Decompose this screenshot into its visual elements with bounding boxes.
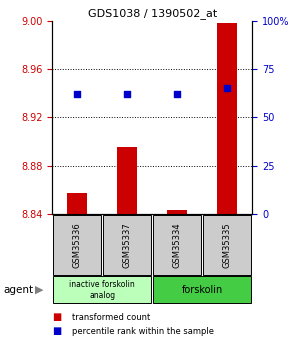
- Text: percentile rank within the sample: percentile rank within the sample: [72, 327, 215, 336]
- Text: GSM35334: GSM35334: [173, 222, 182, 268]
- Text: forskolin: forskolin: [182, 285, 223, 295]
- Text: ▶: ▶: [35, 285, 43, 295]
- Bar: [117, 148, 137, 214]
- Text: inactive forskolin
analog: inactive forskolin analog: [69, 280, 135, 299]
- Point: [175, 91, 180, 97]
- Bar: [153, 215, 201, 275]
- Bar: [217, 23, 237, 214]
- Text: ■: ■: [52, 313, 61, 322]
- Text: agent: agent: [3, 285, 33, 295]
- Text: GSM35335: GSM35335: [223, 222, 232, 268]
- Bar: [53, 215, 101, 275]
- Bar: [53, 276, 151, 303]
- Point: [125, 91, 130, 97]
- Bar: [167, 210, 187, 214]
- Title: GDS1038 / 1390502_at: GDS1038 / 1390502_at: [88, 9, 217, 19]
- Point: [75, 91, 79, 97]
- Text: GSM35336: GSM35336: [73, 222, 82, 268]
- Bar: [103, 215, 151, 275]
- Bar: [67, 194, 87, 214]
- Text: ■: ■: [52, 326, 61, 336]
- Bar: [153, 276, 251, 303]
- Bar: [203, 215, 251, 275]
- Text: GSM35337: GSM35337: [123, 222, 132, 268]
- Text: transformed count: transformed count: [72, 313, 151, 322]
- Point: [225, 86, 230, 91]
